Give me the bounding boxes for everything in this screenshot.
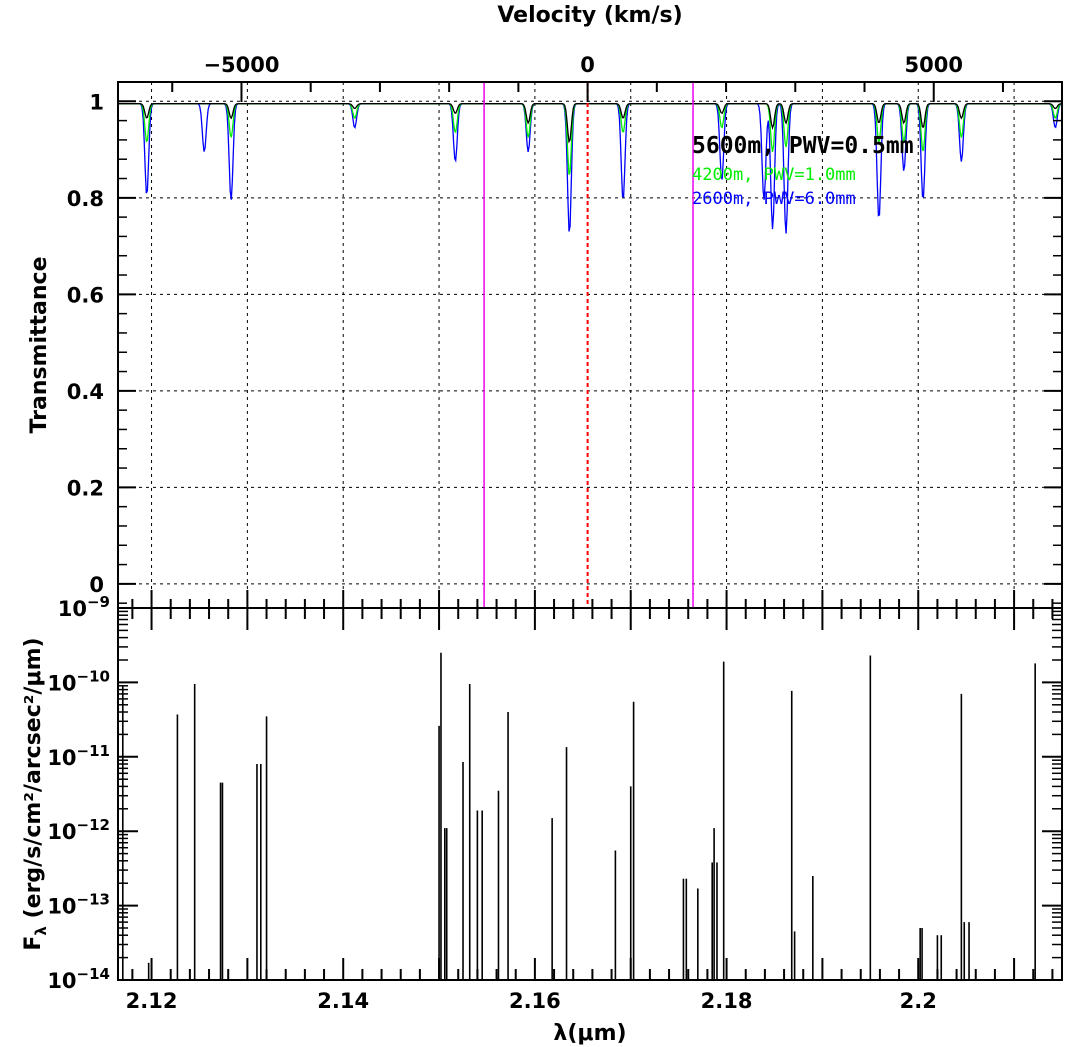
flux-tick-base: 10 bbox=[47, 820, 76, 844]
legend-entry-5600m: 5600m, PWV=0.5mm bbox=[692, 133, 914, 159]
flux-axis-title-main: F bbox=[21, 936, 46, 951]
wavelength-axis-title: λ(μm) bbox=[553, 1021, 626, 1046]
flux-tick-exponent: −11 bbox=[77, 742, 110, 760]
velocity-axis-title: Velocity (km/s) bbox=[497, 3, 682, 28]
top-grid bbox=[118, 82, 1062, 608]
bottom-panel-frame bbox=[117, 607, 1063, 981]
y-tick-label: 0 bbox=[89, 573, 104, 597]
flux-axis-title-subscript: λ bbox=[32, 926, 50, 936]
flux-tick-label: 10−10 bbox=[47, 667, 110, 695]
flux-tick-exponent: −12 bbox=[77, 816, 110, 834]
wavelength-tick-label: 2.2 bbox=[900, 989, 937, 1013]
flux-tick-base: 10 bbox=[58, 597, 87, 621]
flux-tick-label: 10−11 bbox=[47, 742, 110, 770]
velocity-tick-label: 0 bbox=[580, 53, 595, 77]
flux-tick-base: 10 bbox=[47, 895, 76, 919]
flux-axis-title: Fλ (erg/s/cm²/arcsec²/μm) bbox=[21, 637, 50, 950]
flux-tick-exponent: −10 bbox=[77, 667, 110, 685]
flux-tick-exponent: −13 bbox=[77, 891, 110, 909]
legend-entry-2600m: 2600m, PWV=6.0mm bbox=[692, 189, 856, 209]
transmittance-axis-title: Transmittance bbox=[27, 256, 52, 433]
velocity-tick-label: 5000 bbox=[905, 53, 963, 77]
legend: 5600m, PWV=0.5mm 4200m, PWV=1.0mm 2600m,… bbox=[692, 133, 914, 209]
wavelength-tick-label: 2.14 bbox=[317, 989, 369, 1013]
y-tick-label: 0.6 bbox=[67, 283, 104, 307]
y-tick-label: 0.2 bbox=[67, 476, 104, 500]
flux-axis-title-rest: (erg/s/cm²/arcsec²/μm) bbox=[21, 637, 46, 926]
flux-tick-exponent: −9 bbox=[87, 593, 110, 611]
wavelength-tick-label: 2.16 bbox=[509, 989, 561, 1013]
flux-tick-label: 10−9 bbox=[58, 593, 110, 621]
flux-tick-exponent: −14 bbox=[77, 965, 110, 983]
y-tick-label: 0.4 bbox=[67, 380, 104, 404]
vertical-marker-lines bbox=[483, 82, 694, 608]
transmittance-panel: 0 0.2 0.4 0.6 0.8 1 −5000 0 5000 Velocity (km/s)… bbox=[27, 3, 1063, 609]
transmittance-series-group bbox=[118, 103, 1063, 234]
wavelength-tick-label: 2.12 bbox=[126, 989, 178, 1013]
flux-tick-label: 10−12 bbox=[47, 816, 110, 844]
wavelength-tick-label: 2.18 bbox=[701, 989, 753, 1013]
flux-tick-base: 10 bbox=[47, 746, 76, 770]
flux-tick-label: 10−13 bbox=[47, 891, 110, 919]
y-tick-label: 0.8 bbox=[67, 187, 104, 211]
y-tick-label: 1 bbox=[89, 90, 104, 114]
top-axis-ticks: 0 0.2 0.4 0.6 0.8 1 −5000 0 5000 bbox=[67, 53, 1062, 608]
flux-tick-base: 10 bbox=[47, 671, 76, 695]
emission-lines-group bbox=[121, 652, 1036, 980]
flux-tick-label: 10−14 bbox=[47, 965, 110, 993]
legend-entry-4200m: 4200m, PWV=1.0mm bbox=[692, 165, 856, 185]
flux-tick-base: 10 bbox=[47, 969, 76, 993]
transmittance-line-5600m bbox=[118, 103, 1063, 144]
velocity-tick-label: −5000 bbox=[203, 53, 279, 77]
